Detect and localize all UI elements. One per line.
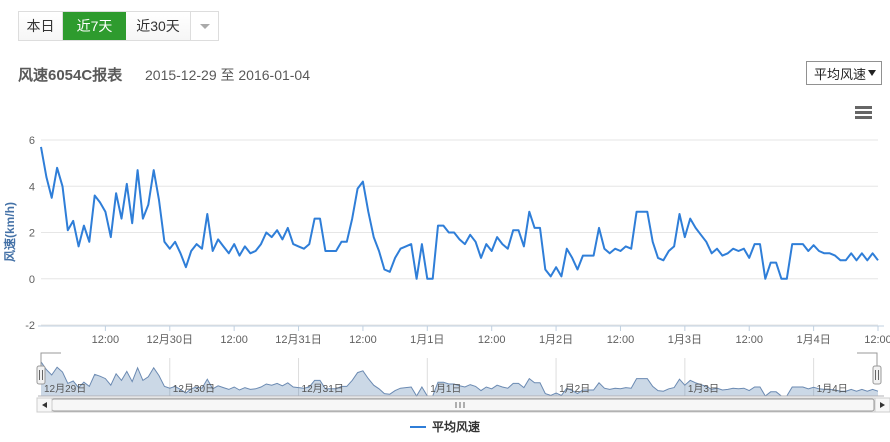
page-title: 风速6054C报表: [18, 67, 123, 84]
legend-label: 平均风速: [431, 420, 480, 434]
navigator-handle-right[interactable]: [872, 365, 882, 385]
tabbar-dropdown-button[interactable]: [191, 12, 218, 40]
y-axis-label: -2: [25, 320, 35, 332]
navigator-date-label: 1月4日: [817, 383, 848, 395]
date-range-text: 2015-12-29 至 2016-01-04: [145, 67, 311, 83]
x-axis-label: 12:00: [478, 334, 506, 346]
hamburger-icon: [855, 106, 872, 109]
x-axis-label: 1月2日: [539, 334, 573, 346]
x-axis-label: 12:00: [735, 334, 763, 346]
chart-legend[interactable]: 平均风速: [0, 418, 890, 435]
navigator-area: [41, 361, 878, 396]
navigator-handle-left[interactable]: [36, 365, 46, 385]
metric-select[interactable]: 平均风速: [806, 61, 882, 85]
series-line-average-wind-speed[interactable]: [40, 146, 879, 280]
y-axis-label: 2: [29, 228, 35, 240]
y-axis-label: 6: [29, 135, 35, 147]
x-axis-label: 1月1日: [410, 334, 444, 346]
scrollbar-thumb[interactable]: [51, 398, 875, 412]
hamburger-icon: [855, 111, 872, 114]
navigator-date-label: 12月30日: [173, 383, 215, 395]
tab-last-30-days[interactable]: 近30天: [126, 12, 191, 40]
chevron-down-icon: [199, 23, 210, 29]
navigator-outline-left: [40, 352, 61, 366]
range-tabbar: 本日 近7天 近30天: [18, 11, 219, 41]
y-axis-title: 风速(km/h): [2, 202, 17, 262]
legend-line-marker: [409, 425, 426, 428]
navigator-date-label: 1月2日: [559, 383, 590, 395]
navigator-date-label: 1月1日: [430, 383, 461, 395]
x-axis-label: 1月4日: [796, 334, 830, 346]
wind-speed-chart: 6 4 2 0 -2 12:00 12月30日 12:00 12月31日 12:00 1月1日 12:…: [2, 135, 890, 413]
tab-today[interactable]: 本日: [19, 12, 63, 40]
x-axis-label: 12:00: [607, 334, 635, 346]
x-axis-label: 12月31日: [275, 334, 321, 346]
navigator-line: [40, 361, 879, 397]
y-axis-label: 0: [29, 274, 35, 286]
navigator-outline-right: [857, 352, 878, 366]
x-axis-label: 1月3日: [668, 334, 702, 346]
navigator-date-label: 12月31日: [302, 383, 344, 395]
tab-last-7-days[interactable]: 近7天: [63, 12, 126, 40]
x-axis-label: 12:00: [220, 334, 248, 346]
metric-select-value: 平均风速: [814, 66, 867, 82]
hamburger-icon: [855, 116, 872, 119]
select-arrow-icon: [868, 70, 876, 76]
x-axis-label: 12:00: [92, 334, 120, 346]
x-axis-label: 12:00: [864, 334, 890, 346]
navigator-date-label: 12月29日: [44, 383, 86, 395]
x-axis-label: 12:00: [349, 334, 377, 346]
y-axis-label: 4: [29, 181, 35, 193]
navigator-date-label: 1月3日: [688, 383, 719, 395]
chart-export-menu-button[interactable]: [855, 106, 872, 121]
x-axis-label: 12月30日: [147, 334, 193, 346]
arrow-right-icon: [880, 402, 885, 408]
arrow-left-icon: [42, 402, 47, 408]
